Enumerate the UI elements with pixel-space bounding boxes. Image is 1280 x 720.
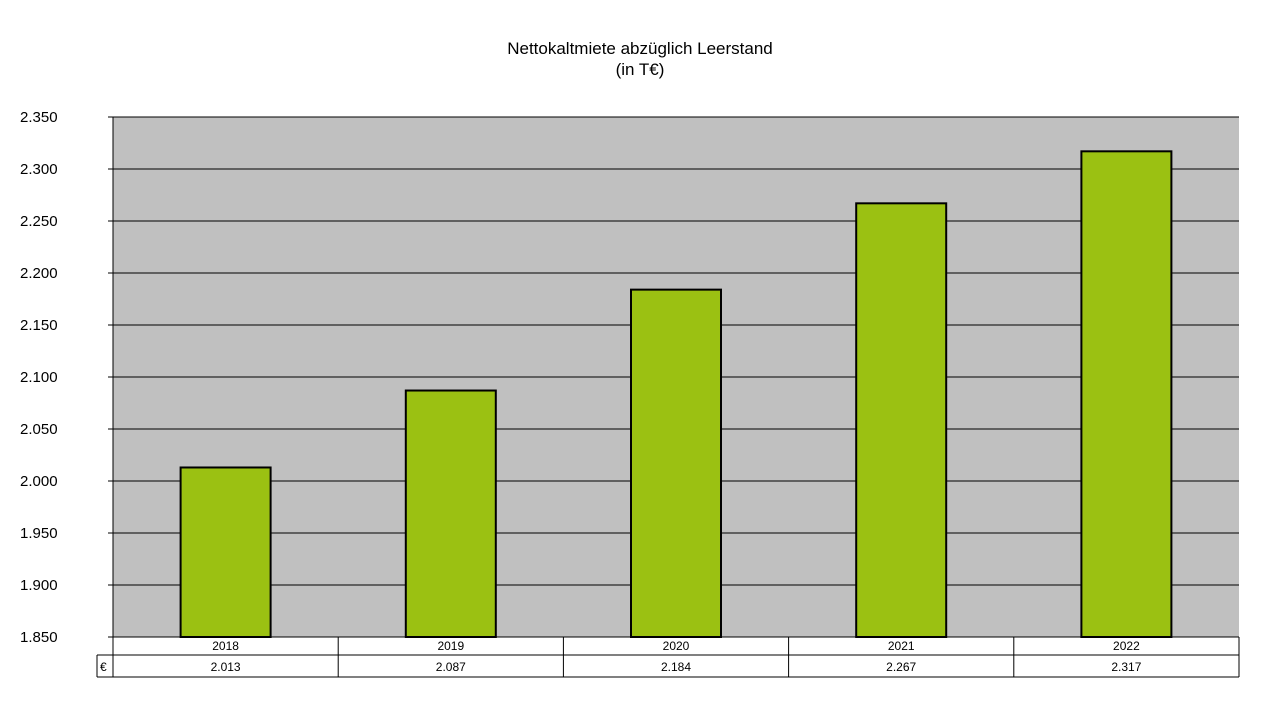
y-tick-label: 1.950 (20, 525, 58, 542)
bar (1080, 150, 1173, 638)
data-label: 2.317 (1111, 660, 1141, 674)
data-label: 2.013 (211, 660, 241, 674)
y-tick-label: 2.250 (20, 213, 58, 230)
bar (855, 202, 948, 638)
y-tick-label: 2.050 (20, 421, 58, 438)
bar (630, 288, 722, 638)
y-tick-label: 2.300 (20, 161, 58, 178)
x-tick-label: 2021 (888, 639, 915, 653)
y-tick-label: 1.850 (20, 629, 58, 646)
chart-subtitle: (in T€) (615, 60, 665, 79)
data-label: 2.184 (661, 660, 691, 674)
x-tick-label: 2020 (663, 639, 690, 653)
chart-title: Nettokaltmiete abzüglich Leerstand (507, 39, 773, 58)
data-label: 2.267 (886, 660, 916, 674)
y-tick-label: 2.150 (20, 317, 58, 334)
data-label: 2.087 (436, 660, 466, 674)
y-tick-label: 2.000 (20, 473, 58, 490)
x-tick-label: 2019 (437, 639, 464, 653)
bar (179, 466, 272, 639)
bars (179, 150, 1173, 639)
y-tick-label: 2.200 (20, 265, 58, 282)
x-tick-label: 2022 (1113, 639, 1140, 653)
data-table: €2018 2.013 2019 2.087 2020 2.184 2021 2.267 202… (96, 636, 1240, 678)
y-tick-label: 2.350 (20, 109, 58, 126)
y-tick-label: 1.900 (20, 577, 58, 594)
y-axis: 1.850 1.900 1.950 2.000 2.050 2.100 2.150 2.200… (20, 109, 114, 677)
x-tick-label: 2018 (212, 639, 239, 653)
y-tick-label: 2.100 (20, 369, 58, 386)
table-series-label: € (100, 660, 107, 674)
bar (404, 389, 497, 638)
